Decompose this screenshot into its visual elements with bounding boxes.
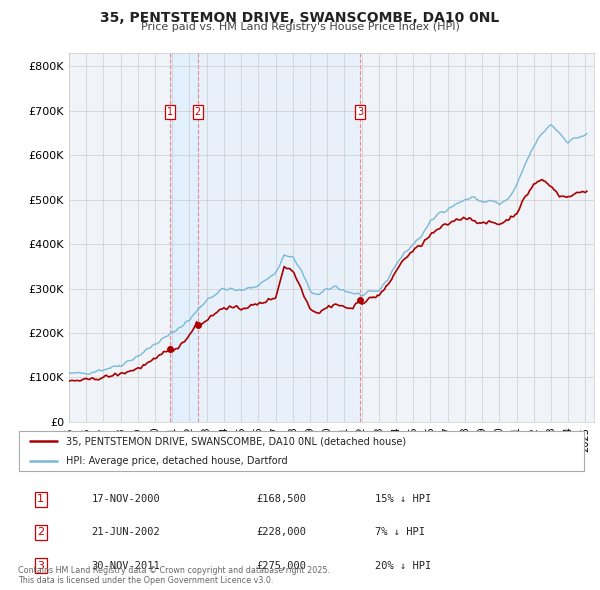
Text: 15% ↓ HPI: 15% ↓ HPI (375, 494, 431, 504)
Text: 3: 3 (37, 560, 44, 571)
Text: 35, PENTSTEMON DRIVE, SWANSCOMBE, DA10 0NL (detached house): 35, PENTSTEMON DRIVE, SWANSCOMBE, DA10 0… (66, 437, 406, 446)
FancyBboxPatch shape (19, 431, 584, 471)
Text: 7% ↓ HPI: 7% ↓ HPI (375, 527, 425, 537)
Text: 1: 1 (37, 494, 44, 504)
Text: 1: 1 (167, 107, 173, 117)
Text: 3: 3 (357, 107, 363, 117)
Text: Contains HM Land Registry data © Crown copyright and database right 2025.
This d: Contains HM Land Registry data © Crown c… (18, 566, 330, 585)
Text: 2: 2 (37, 527, 44, 537)
Text: £228,000: £228,000 (256, 527, 306, 537)
Text: 20% ↓ HPI: 20% ↓ HPI (375, 560, 431, 571)
Text: HPI: Average price, detached house, Dartford: HPI: Average price, detached house, Dart… (66, 456, 288, 466)
Bar (197, 53, 360, 422)
Text: £275,000: £275,000 (256, 560, 306, 571)
Text: 2: 2 (194, 107, 201, 117)
Text: £168,500: £168,500 (256, 494, 306, 504)
Text: 17-NOV-2000: 17-NOV-2000 (92, 494, 160, 504)
Text: 30-NOV-2011: 30-NOV-2011 (92, 560, 160, 571)
Bar (170, 53, 197, 422)
Text: 35, PENTSTEMON DRIVE, SWANSCOMBE, DA10 0NL: 35, PENTSTEMON DRIVE, SWANSCOMBE, DA10 0… (100, 11, 500, 25)
Text: 21-JUN-2002: 21-JUN-2002 (92, 527, 160, 537)
Text: Price paid vs. HM Land Registry's House Price Index (HPI): Price paid vs. HM Land Registry's House … (140, 22, 460, 32)
